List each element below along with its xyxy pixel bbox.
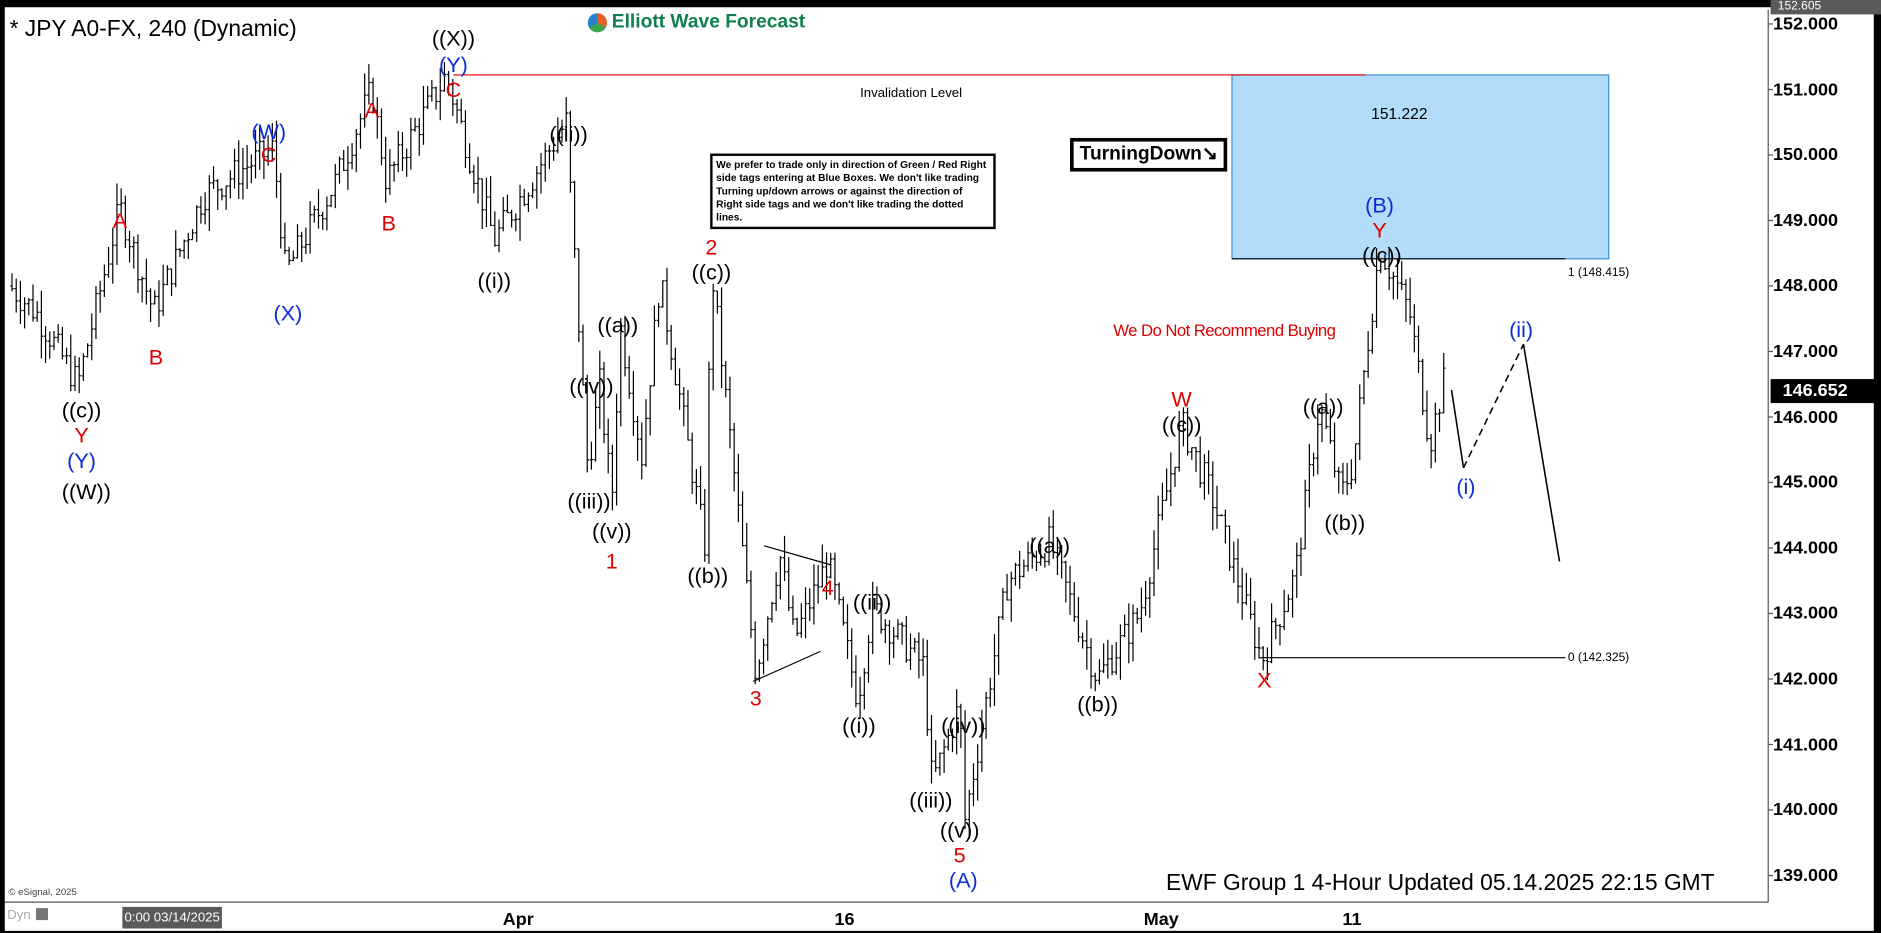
wave-label: ((c)) (691, 260, 732, 285)
chart-title: * JPY A0-FX, 240 (Dynamic) (9, 16, 297, 42)
wave-label: ((c)) (1362, 243, 1402, 268)
wave-label: ((v)) (939, 818, 980, 843)
price-tick: 141.000 (1773, 734, 1839, 755)
logo: Elliott Wave Forecast (587, 11, 806, 34)
projection-wave-i (1450, 389, 1465, 468)
wave-label: Y (74, 423, 89, 448)
wave-label: A (112, 208, 128, 233)
wave-label: 5 (953, 843, 966, 868)
fib-top-label: 1 (148.415) (1567, 266, 1630, 280)
logo-text: Elliott Wave Forecast (611, 11, 806, 33)
wave-label: W (1171, 387, 1192, 412)
price-tick: 142.000 (1773, 668, 1839, 690)
price-tick: 152.000 (1773, 13, 1839, 35)
wave-label: 2 (705, 235, 718, 260)
price-tick: 148.000 (1773, 275, 1839, 297)
box-top-value: 151.222 (1371, 104, 1428, 123)
price-tick: 146.000 (1773, 406, 1839, 428)
time-tick: 11 (1342, 909, 1362, 930)
wave-label: 4 (821, 575, 834, 600)
wave-label: ((i)) (477, 268, 512, 293)
price-tick: 149.000 (1773, 210, 1839, 231)
trading-notice: We prefer to trade only in direction of … (710, 153, 996, 230)
wave-label: B (381, 211, 396, 236)
wave-label: ((a)) (597, 313, 639, 338)
wave-label: ((i)) (842, 713, 876, 738)
wave-label: ((c)) (1161, 412, 1202, 437)
wave-label: (W) (251, 119, 287, 144)
wave-label: (ii) (1509, 317, 1534, 342)
triangle-lower-line (753, 650, 821, 682)
copyright: © eSignal, 2025 (8, 886, 77, 898)
fib-bottom-label: 0 (142.325) (1567, 651, 1630, 665)
wave-label: ((ii)) (852, 590, 892, 615)
projection-wave-ii (1462, 343, 1525, 469)
wave-label: ((c)) (61, 398, 102, 423)
triangle-upper-line (763, 545, 832, 566)
wave-label: C (260, 142, 277, 167)
time-tick: May (1143, 909, 1179, 930)
cursor-time-tag: 0:00 03/14/2025 (122, 906, 222, 929)
turning-down-badge: TurningDown↘ (1070, 137, 1228, 172)
wave-label: 1 (605, 549, 618, 574)
price-tick: 140.000 (1773, 799, 1839, 821)
wave-label: ((b)) (1077, 692, 1119, 717)
price-tick: 145.000 (1773, 472, 1839, 493)
wave-label: ((iii)) (567, 489, 611, 514)
time-tick: 16 (834, 909, 855, 930)
last-price-tag: 146.652 (1770, 379, 1881, 404)
wave-label: ((iv)) (941, 713, 986, 738)
price-tick: 139.000 (1773, 865, 1839, 886)
wave-label: X (1257, 668, 1272, 693)
price-tick: 143.000 (1773, 603, 1839, 624)
wave-label: ((a)) (1029, 533, 1071, 558)
update-footer: EWF Group 1 4-Hour Updated 05.14.2025 22… (1166, 870, 1715, 897)
wave-label: ((b)) (687, 563, 729, 588)
high-price-tag: 152.605 (1770, 0, 1881, 15)
wave-label: ((a)) (1302, 394, 1344, 419)
price-tick: 144.000 (1773, 537, 1839, 559)
invalidation-label: Invalidation Level (860, 86, 963, 101)
time-tick: Apr (502, 909, 534, 930)
wave-label: B (148, 345, 164, 370)
wave-label: (X) (273, 301, 303, 326)
wave-label: ((iii)) (909, 788, 953, 813)
wave-label: C (445, 77, 462, 102)
wave-label: ((b)) (1324, 511, 1366, 536)
dyn-label[interactable]: Dyn (7, 908, 31, 923)
wave-label: (A) (948, 868, 978, 893)
wave-label: ((v)) (592, 519, 632, 544)
turning-down-label: TurningDown (1079, 143, 1202, 165)
wave-label: (Y) (67, 448, 96, 473)
price-tick: 151.000 (1773, 79, 1839, 100)
logo-icon (587, 13, 607, 33)
wave-label: Y (1372, 218, 1387, 243)
wave-label: (Y) (439, 52, 468, 77)
price-tick: 147.000 (1773, 341, 1839, 362)
wave-label: ((X)) (431, 26, 476, 51)
wave-label: 3 (749, 686, 762, 711)
no-buy-warning: We Do Not Recommend Buying (1113, 320, 1336, 340)
arrow-down-right-icon: ↘ (1201, 143, 1218, 165)
wave-label: (B) (1365, 193, 1394, 218)
wave-label: ((W)) (61, 479, 111, 504)
lock-icon[interactable] (35, 908, 48, 921)
wave-label: A (364, 98, 380, 123)
projection-wave-iii (1522, 344, 1561, 562)
wave-label: ((iv)) (569, 374, 614, 399)
wave-label: ((ii)) (549, 122, 588, 147)
blue-box (1231, 74, 1610, 260)
wave-label: (i) (1456, 475, 1476, 500)
price-tick: 150.000 (1773, 144, 1839, 166)
